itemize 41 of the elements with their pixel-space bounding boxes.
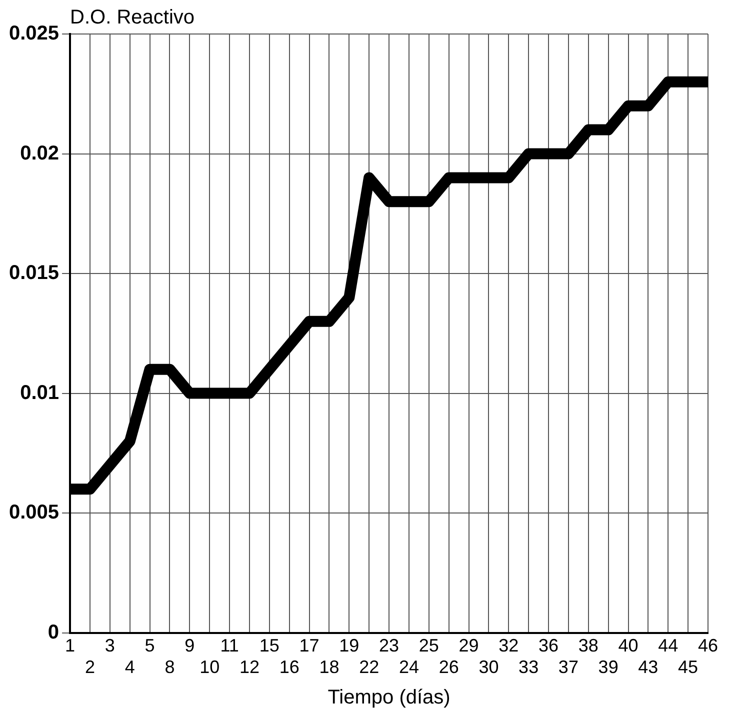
x-tick-label: 25 xyxy=(418,636,439,656)
x-tick-label: 15 xyxy=(259,636,280,656)
x-tick-label: 10 xyxy=(200,657,220,678)
x-tick-label: 39 xyxy=(598,657,618,678)
x-tick-label: 3 xyxy=(104,636,115,656)
x-tick-label: 30 xyxy=(478,657,499,678)
x-tick-label: 22 xyxy=(359,657,380,678)
x-tick-label: 46 xyxy=(698,636,718,656)
x-tick-label: 45 xyxy=(678,657,698,678)
x-axis-title: Tiempo (días) xyxy=(328,686,450,709)
x-tick-label: 26 xyxy=(438,657,459,678)
x-tick-label: 4 xyxy=(124,657,135,678)
x-tick-label: 24 xyxy=(398,657,419,678)
y-tick-label: 0 xyxy=(48,621,60,644)
x-tick-label: 8 xyxy=(164,657,175,678)
y-tick-label: 0.01 xyxy=(20,382,60,404)
x-tick-label: 1 xyxy=(65,636,76,656)
x-tick-label: 36 xyxy=(538,636,559,656)
x-tick-label: 9 xyxy=(184,636,195,656)
x-tick-label: 40 xyxy=(618,636,638,656)
x-tick-label: 17 xyxy=(299,636,320,656)
x-tick-label: 16 xyxy=(279,657,300,678)
x-tick-label: 23 xyxy=(379,636,400,656)
y-tick-label: 0.015 xyxy=(8,262,60,284)
x-tick-label: 18 xyxy=(319,657,340,678)
x-tick-label: 44 xyxy=(658,636,678,656)
y-tick-label: 0.02 xyxy=(20,142,60,164)
y-tick-label: 0.005 xyxy=(8,502,60,524)
x-tick-label: 5 xyxy=(144,636,155,656)
x-tick-label: 43 xyxy=(638,657,658,678)
x-tick-label: 33 xyxy=(518,657,539,678)
x-tick-label: 19 xyxy=(339,636,360,656)
x-tick-label: 12 xyxy=(239,657,260,678)
x-tick-label: 32 xyxy=(498,636,519,656)
y-axis-title: D.O. Reactivo xyxy=(70,6,195,29)
x-tick-label: 37 xyxy=(558,657,578,678)
y-tick-label: 0.025 xyxy=(8,22,60,45)
x-tick-label: 29 xyxy=(458,636,479,656)
x-tick-label: 38 xyxy=(578,636,598,656)
x-tick-label: 11 xyxy=(220,636,239,656)
x-tick-label: 2 xyxy=(84,657,95,678)
